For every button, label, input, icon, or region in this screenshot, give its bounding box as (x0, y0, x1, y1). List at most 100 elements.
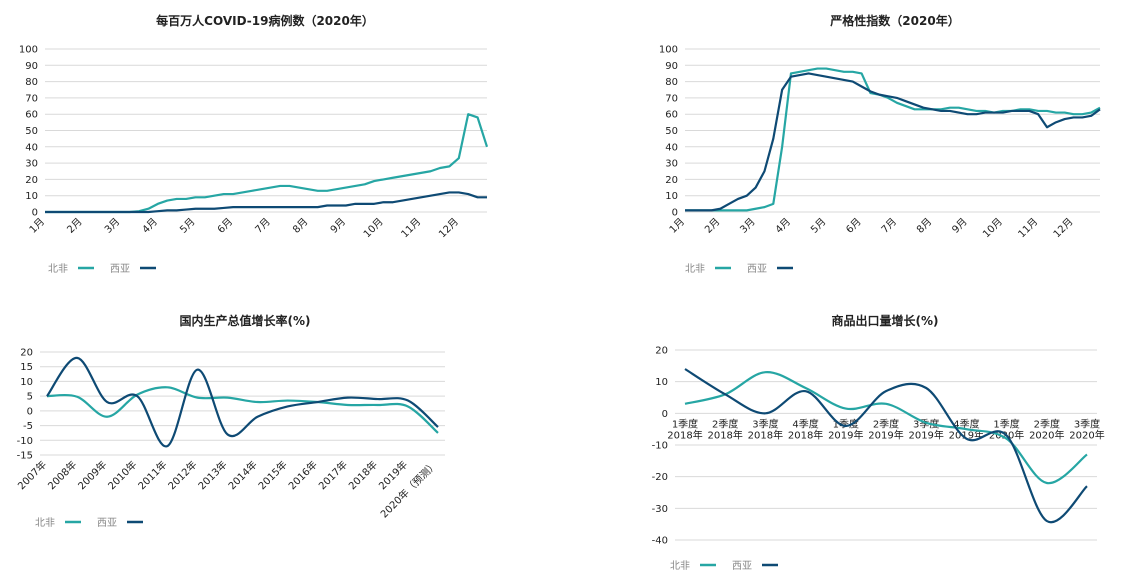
x-tick-label: 2011年 (135, 458, 169, 492)
x-tick-label: 2018年 (346, 458, 380, 492)
y-tick-label: -5 (23, 421, 33, 432)
x-tick-label-line: 2019年 (908, 428, 943, 441)
x-tick-label: 10月 (361, 216, 386, 241)
series-line (684, 371, 1088, 485)
y-tick-label: 0 (672, 208, 678, 219)
x-tick-label: 4季度 2018年 (788, 417, 823, 441)
y-tick-label: 70 (25, 93, 38, 104)
x-tick-label: 4月 (773, 216, 793, 236)
x-tick-label-line: 1季度 (993, 417, 1019, 430)
y-tick-label: 30 (25, 159, 38, 170)
x-tick-label-line: 3季度 (752, 417, 778, 430)
x-tick-label: 3季度 2020年 (1069, 417, 1104, 441)
x-tick-label: 2008年 (45, 458, 79, 492)
legend-label: 西亚 (110, 264, 130, 275)
series-line (685, 72, 1101, 212)
y-tick-label: 20 (20, 348, 33, 359)
x-tick-label-line: 1季度 (833, 417, 859, 430)
y-tick-label: 100 (19, 45, 38, 56)
y-tick-label: 20 (25, 175, 38, 186)
y-tick-label: -10 (652, 441, 668, 452)
y-tick-label: 10 (665, 191, 678, 202)
y-tick-label: 40 (665, 142, 678, 153)
x-tick-label: 2季度 2019年 (868, 417, 903, 441)
x-tick-label: 2015年 (255, 458, 289, 492)
x-tick-label: 2009年 (75, 458, 109, 492)
x-tick-label: 8月 (290, 216, 310, 236)
x-tick-label: 2月 (702, 216, 722, 236)
y-tick-label: -20 (652, 472, 668, 483)
y-tick-label: 90 (665, 61, 678, 72)
y-tick-label: 10 (655, 377, 668, 388)
x-tick-label-line: 2020年 (1029, 428, 1064, 441)
x-tick-label: 1季度 2018年 (667, 417, 702, 441)
x-tick-label: 1月 (667, 216, 687, 236)
series-line (685, 67, 1101, 212)
y-tick-label: 0 (32, 208, 38, 219)
x-tick-label: 4月 (140, 216, 160, 236)
x-tick-label-line: 2018年 (707, 428, 742, 441)
x-tick-label: 9月 (328, 216, 348, 236)
x-tick-label: 2016年 (286, 458, 320, 492)
legend-label: 北非 (48, 263, 68, 275)
x-tick-label-line: 2季度 (712, 417, 738, 430)
chart-title: 商品出口量增长(%) (832, 313, 939, 328)
x-tick-label: 2季度 2020年 (1029, 417, 1064, 441)
y-tick-label: -30 (652, 504, 668, 515)
x-tick-label: 2010年 (105, 458, 139, 492)
x-tick-label: 7月 (879, 216, 899, 236)
x-tick-label-line: 2018年 (788, 428, 823, 441)
x-tick-label: 12月 (1051, 216, 1076, 241)
y-tick-label: 10 (25, 191, 38, 202)
y-tick-label: 40 (25, 142, 38, 153)
y-tick-label: 10 (20, 377, 33, 388)
series-line (684, 368, 1088, 524)
x-tick-label: 5月 (808, 216, 828, 236)
y-tick-label: 50 (665, 126, 678, 137)
x-tick-label-line: 1季度 (672, 417, 698, 430)
y-tick-label: 50 (25, 126, 38, 137)
x-tick-label: 2季度 2018年 (707, 417, 742, 441)
x-tick-label-line: 2018年 (748, 428, 783, 441)
series-line (45, 191, 487, 214)
x-tick-label: 6月 (215, 216, 235, 236)
legend-label: 西亚 (97, 518, 117, 529)
x-tick-label: 6月 (844, 216, 864, 236)
y-tick-label: 20 (665, 175, 678, 186)
x-tick-label: 2013年 (195, 458, 229, 492)
y-tick-label: 5 (27, 392, 33, 403)
x-tick-label-line: 2018年 (667, 428, 702, 441)
x-tick-label-line: 2019年 (868, 428, 903, 441)
x-tick-label-line: 2019年 (949, 428, 984, 441)
chart-title: 严格性指数（2020年） (829, 13, 959, 28)
series-line (46, 386, 439, 434)
y-tick-label: 30 (665, 159, 678, 170)
x-tick-label: 2月 (65, 216, 85, 236)
x-tick-label: 5月 (178, 216, 198, 236)
y-tick-label: 15 (20, 362, 33, 373)
x-tick-label: 8月 (914, 216, 934, 236)
y-tick-label: -40 (652, 536, 668, 547)
x-tick-label-line: 2季度 (1034, 417, 1060, 430)
x-tick-label-line: 2020年 (1069, 428, 1104, 441)
y-tick-label: 90 (25, 61, 38, 72)
x-tick-label: 11月 (1016, 216, 1041, 241)
series-line (46, 356, 439, 448)
x-tick-label: 12月 (436, 216, 461, 241)
x-tick-label: 3季度 2018年 (748, 417, 783, 441)
y-tick-label: 100 (659, 45, 678, 56)
y-tick-label: 60 (25, 110, 38, 121)
x-tick-label: 2007年 (15, 458, 49, 492)
y-tick-label: 0 (27, 406, 33, 417)
x-tick-label: 1月 (27, 216, 47, 236)
legend-label: 北非 (35, 517, 55, 529)
x-tick-label-line: 2季度 (873, 417, 899, 430)
legend-label: 北非 (670, 560, 690, 570)
x-tick-label: 2012年 (165, 458, 199, 492)
y-tick-label: -10 (17, 436, 33, 447)
y-tick-label: 80 (665, 77, 678, 88)
legend-label: 西亚 (732, 561, 752, 570)
x-tick-label-line: 3季度 (1074, 417, 1100, 430)
x-tick-label: 11月 (399, 216, 424, 241)
